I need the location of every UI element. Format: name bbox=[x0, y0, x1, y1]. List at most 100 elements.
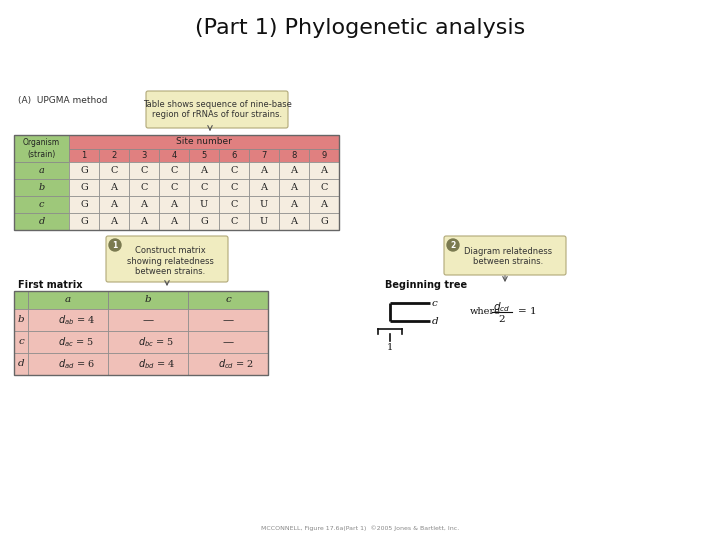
Bar bbox=[309, 196, 339, 213]
Text: 6: 6 bbox=[231, 151, 237, 160]
Text: C: C bbox=[140, 183, 148, 192]
Text: A: A bbox=[171, 217, 178, 226]
Text: 1: 1 bbox=[387, 342, 393, 352]
Text: 9: 9 bbox=[321, 151, 327, 160]
Bar bbox=[159, 179, 189, 196]
Text: 8: 8 bbox=[292, 151, 297, 160]
Text: A: A bbox=[171, 200, 178, 209]
Text: A: A bbox=[290, 183, 297, 192]
Bar bbox=[309, 179, 339, 196]
Text: A: A bbox=[290, 217, 297, 226]
Bar bbox=[279, 149, 309, 162]
Bar bbox=[309, 162, 339, 179]
Bar bbox=[14, 291, 268, 375]
Bar bbox=[108, 353, 188, 375]
Text: C: C bbox=[140, 166, 148, 175]
Text: Organism
(strain): Organism (strain) bbox=[23, 138, 60, 159]
Bar bbox=[14, 135, 69, 162]
Text: First matrix: First matrix bbox=[18, 280, 83, 290]
Bar bbox=[129, 149, 159, 162]
Bar bbox=[189, 162, 219, 179]
Text: d: d bbox=[432, 316, 438, 326]
Text: b: b bbox=[18, 315, 24, 325]
Bar bbox=[108, 291, 188, 309]
Text: MCCONNELL, Figure 17.6a(Part 1)  ©2005 Jones & Bartlett, Inc.: MCCONNELL, Figure 17.6a(Part 1) ©2005 Jo… bbox=[261, 525, 459, 531]
Text: C: C bbox=[171, 183, 178, 192]
Text: c: c bbox=[225, 295, 231, 305]
Bar bbox=[14, 135, 339, 230]
Bar bbox=[69, 149, 99, 162]
Text: A: A bbox=[320, 166, 328, 175]
Bar bbox=[189, 179, 219, 196]
Text: C: C bbox=[200, 183, 207, 192]
Text: A: A bbox=[320, 200, 328, 209]
Bar bbox=[28, 309, 108, 331]
Text: 7: 7 bbox=[261, 151, 266, 160]
Text: A: A bbox=[261, 183, 268, 192]
Text: $d_{ad}$ = 6: $d_{ad}$ = 6 bbox=[58, 357, 95, 371]
FancyBboxPatch shape bbox=[106, 236, 228, 282]
Bar bbox=[249, 162, 279, 179]
Bar bbox=[69, 135, 339, 149]
Text: 5: 5 bbox=[202, 151, 207, 160]
Text: b: b bbox=[38, 183, 45, 192]
Bar bbox=[249, 196, 279, 213]
Text: U: U bbox=[260, 217, 268, 226]
Text: C: C bbox=[171, 166, 178, 175]
Text: A: A bbox=[200, 166, 207, 175]
Bar bbox=[188, 291, 268, 309]
Bar bbox=[69, 196, 99, 213]
Text: Diagram relatedness
between strains.: Diagram relatedness between strains. bbox=[464, 247, 552, 266]
Bar bbox=[279, 179, 309, 196]
Text: Site number: Site number bbox=[176, 138, 232, 146]
Text: a: a bbox=[65, 295, 71, 305]
Bar bbox=[219, 179, 249, 196]
Text: U: U bbox=[260, 200, 268, 209]
Text: d: d bbox=[38, 217, 45, 226]
Bar bbox=[14, 162, 69, 179]
Text: Table shows sequence of nine-base
region of rRNAs of four strains.: Table shows sequence of nine-base region… bbox=[143, 100, 292, 119]
Text: 4: 4 bbox=[171, 151, 176, 160]
Text: 2: 2 bbox=[112, 151, 117, 160]
Bar bbox=[189, 196, 219, 213]
Bar bbox=[129, 179, 159, 196]
Bar bbox=[99, 162, 129, 179]
Text: C: C bbox=[230, 200, 238, 209]
Bar bbox=[279, 213, 309, 230]
Text: $d_{ab}$ = 4: $d_{ab}$ = 4 bbox=[58, 313, 95, 327]
Text: A: A bbox=[110, 200, 117, 209]
Text: G: G bbox=[320, 217, 328, 226]
Text: C: C bbox=[110, 166, 117, 175]
Text: C: C bbox=[230, 166, 238, 175]
Bar bbox=[14, 196, 69, 213]
Text: (A)  UPGMA method: (A) UPGMA method bbox=[18, 96, 107, 105]
FancyBboxPatch shape bbox=[444, 236, 566, 275]
Bar bbox=[279, 162, 309, 179]
Text: G: G bbox=[80, 183, 88, 192]
Text: A: A bbox=[261, 166, 268, 175]
Bar bbox=[99, 196, 129, 213]
Bar bbox=[148, 93, 286, 126]
FancyBboxPatch shape bbox=[146, 91, 288, 128]
Text: 1: 1 bbox=[81, 151, 86, 160]
Bar bbox=[219, 196, 249, 213]
Bar bbox=[14, 331, 28, 353]
Bar bbox=[69, 162, 99, 179]
Text: where: where bbox=[470, 307, 501, 316]
Text: c: c bbox=[18, 338, 24, 347]
Text: 1: 1 bbox=[112, 240, 117, 249]
Text: Construct matrix
showing relatedness
between strains.: Construct matrix showing relatedness bet… bbox=[127, 246, 213, 276]
Text: d: d bbox=[18, 360, 24, 368]
Text: A: A bbox=[140, 217, 148, 226]
Bar bbox=[309, 149, 339, 162]
Text: = 1: = 1 bbox=[518, 307, 536, 316]
Text: A: A bbox=[110, 183, 117, 192]
Bar bbox=[279, 196, 309, 213]
Bar bbox=[129, 196, 159, 213]
Bar bbox=[189, 149, 219, 162]
Text: $d_{bc}$ = 5: $d_{bc}$ = 5 bbox=[138, 335, 174, 349]
Circle shape bbox=[109, 239, 121, 251]
Text: a: a bbox=[39, 166, 45, 175]
Bar bbox=[129, 213, 159, 230]
Bar bbox=[188, 353, 268, 375]
